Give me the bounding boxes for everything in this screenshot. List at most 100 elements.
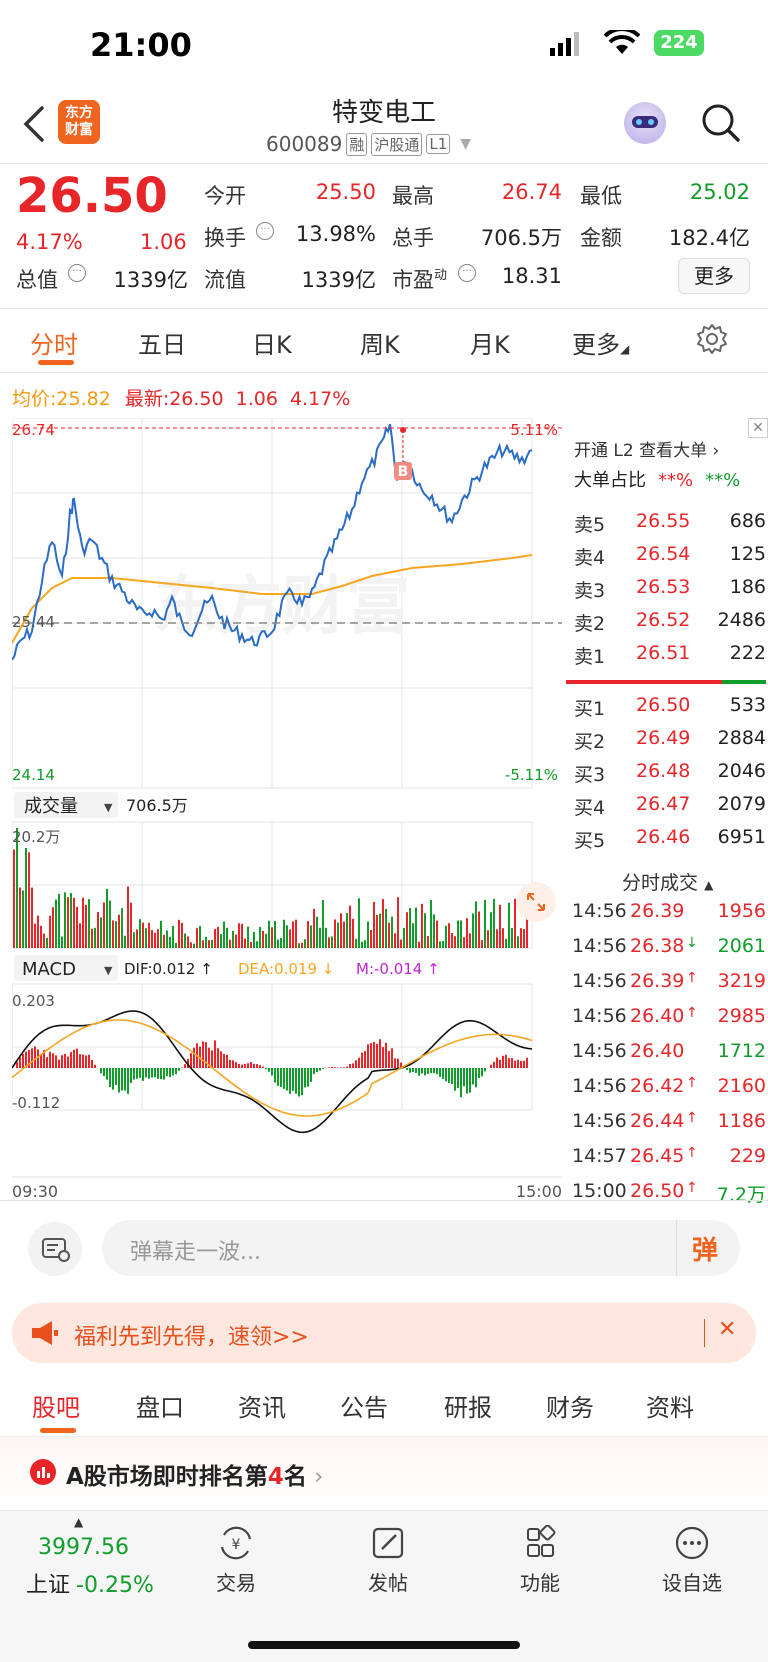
buy-marker bbox=[394, 462, 412, 480]
macd-bar bbox=[409, 1068, 411, 1073]
info-icon[interactable]: ··· bbox=[68, 264, 86, 282]
nav-function[interactable]: 功能 bbox=[500, 1524, 580, 1596]
macd-bar bbox=[193, 1047, 195, 1068]
macd-bar bbox=[253, 1063, 255, 1068]
ranking-banner[interactable]: A股市场即时排名第4名 › bbox=[0, 1437, 768, 1509]
avg-value: 25.82 bbox=[56, 388, 111, 410]
nav-watchlist[interactable]: 设自选 bbox=[652, 1525, 732, 1596]
volume-bar bbox=[328, 937, 330, 948]
volume-bar bbox=[490, 912, 492, 948]
nav-trade[interactable]: ¥ 交易 bbox=[196, 1525, 276, 1596]
ticks-title[interactable]: 分时成交 ▲ bbox=[622, 872, 714, 894]
section-tab[interactable]: 股吧 bbox=[32, 1394, 80, 1422]
volume-bar bbox=[448, 923, 450, 948]
macd-bar bbox=[466, 1068, 468, 1094]
danmu-input[interactable]: 弹幕走一波... 弹 bbox=[102, 1220, 740, 1276]
macd-bar bbox=[214, 1040, 216, 1068]
macd-bar bbox=[448, 1068, 450, 1083]
volume-bar bbox=[526, 900, 528, 948]
macd-bar bbox=[442, 1068, 444, 1079]
macd-bar bbox=[157, 1068, 159, 1079]
macd-bar bbox=[295, 1068, 297, 1094]
volume-bar bbox=[103, 902, 105, 948]
volume-bar bbox=[235, 934, 237, 948]
top-pct-label: 5.11% bbox=[510, 421, 558, 439]
index-row[interactable]: 上证 -0.25% bbox=[26, 1567, 154, 1599]
bid-row: 买4 26.47 2079 bbox=[574, 793, 766, 823]
info-icon[interactable]: ··· bbox=[256, 222, 274, 240]
macd-bar bbox=[160, 1068, 162, 1080]
row-label: 买3 bbox=[574, 764, 606, 786]
section-tab[interactable]: 盘口 bbox=[136, 1394, 184, 1422]
volume-bar bbox=[439, 941, 441, 948]
bottom-price-label: 24.14 bbox=[12, 766, 55, 784]
tick-row: 14:56 26.40 ↑ 2985 bbox=[572, 1005, 766, 1035]
volume-bar bbox=[337, 922, 339, 948]
app-logo[interactable]: 东方财富 bbox=[58, 100, 100, 144]
tag-level: L1 bbox=[426, 134, 451, 154]
promo-close-icon[interactable]: ✕ bbox=[718, 1317, 737, 1342]
volume-bar bbox=[298, 943, 300, 948]
volume-bar bbox=[115, 921, 117, 948]
tick-arrow: ↑ bbox=[686, 1180, 698, 1196]
section-tab[interactable]: 公告 bbox=[340, 1394, 388, 1422]
volume-max-label: 20.2万 bbox=[12, 828, 60, 846]
section-tab[interactable]: 资料 bbox=[646, 1394, 694, 1422]
nav-post[interactable]: 发帖 bbox=[348, 1525, 428, 1596]
tab-intraday[interactable]: 分时 bbox=[30, 331, 78, 359]
macd-bar bbox=[394, 1058, 396, 1068]
macd-bar bbox=[112, 1068, 114, 1090]
macd-bar bbox=[250, 1062, 252, 1068]
index-value[interactable]: 3997.56 bbox=[38, 1535, 129, 1560]
section-tab[interactable]: 研报 bbox=[444, 1394, 492, 1422]
section-tab[interactable]: 资讯 bbox=[238, 1394, 286, 1422]
pe-label: 市盈动 bbox=[392, 264, 447, 294]
macd-bar bbox=[145, 1068, 147, 1078]
volume-bar bbox=[151, 929, 153, 948]
macd-bar bbox=[475, 1068, 477, 1088]
tick-vol: 2061 bbox=[717, 935, 766, 957]
intraday-chart[interactable]: 东方财富 B 26.74 5.11% 25.44 24.14 -5.11% 成交… bbox=[12, 418, 562, 1208]
l2-promo[interactable]: 开通 L2 查看大单 › bbox=[574, 441, 720, 461]
volume-bar bbox=[487, 930, 489, 948]
tick-time: 14:56 bbox=[572, 1005, 627, 1027]
tab-more[interactable]: 更多◢ bbox=[572, 331, 630, 359]
dropdown-icon[interactable]: ▼ bbox=[460, 136, 472, 152]
promo-banner[interactable]: 福利先到先得，速领>> ✕ bbox=[12, 1303, 756, 1363]
tab-five-day[interactable]: 五日 bbox=[138, 331, 186, 359]
more-button[interactable]: 更多 bbox=[678, 258, 750, 294]
tab-weekly-k[interactable]: 周K bbox=[360, 331, 400, 359]
macd-bar bbox=[61, 1055, 63, 1068]
mcap-label: 总值 bbox=[16, 268, 58, 292]
volume-label: 总手 bbox=[392, 226, 434, 250]
robot-assistant-icon[interactable] bbox=[624, 102, 666, 144]
macd-bar bbox=[70, 1052, 72, 1068]
macd-bar bbox=[190, 1053, 192, 1068]
volume-bar bbox=[409, 907, 411, 948]
pe-sup: 动 bbox=[434, 268, 448, 283]
volume-bar bbox=[232, 930, 234, 948]
amount-value: 182.4亿 bbox=[668, 226, 750, 250]
macd-bar bbox=[439, 1068, 441, 1077]
danmu-send-button[interactable]: 弹 bbox=[692, 1236, 719, 1266]
tab-daily-k[interactable]: 日K bbox=[252, 331, 292, 359]
section-tab[interactable]: 财务 bbox=[546, 1394, 594, 1422]
volume-bar bbox=[241, 923, 243, 948]
tab-monthly-k[interactable]: 月K bbox=[470, 331, 510, 359]
back-button[interactable] bbox=[22, 104, 46, 154]
macd-bar bbox=[421, 1068, 423, 1074]
close-icon[interactable]: ✕ bbox=[748, 418, 768, 438]
volume-bar bbox=[364, 940, 366, 948]
info-icon[interactable]: ··· bbox=[458, 264, 476, 282]
volume-bar bbox=[304, 939, 306, 948]
macd-bar bbox=[76, 1048, 78, 1068]
volume-bar bbox=[283, 919, 285, 948]
comment-settings-button[interactable] bbox=[28, 1222, 82, 1276]
settings-icon[interactable] bbox=[696, 323, 728, 359]
volume-bar bbox=[406, 912, 408, 948]
volume-bar bbox=[472, 913, 474, 948]
volume-bar bbox=[64, 892, 66, 948]
search-icon[interactable] bbox=[700, 102, 742, 148]
grid-icon bbox=[527, 1524, 556, 1557]
macd-bar bbox=[235, 1062, 237, 1068]
